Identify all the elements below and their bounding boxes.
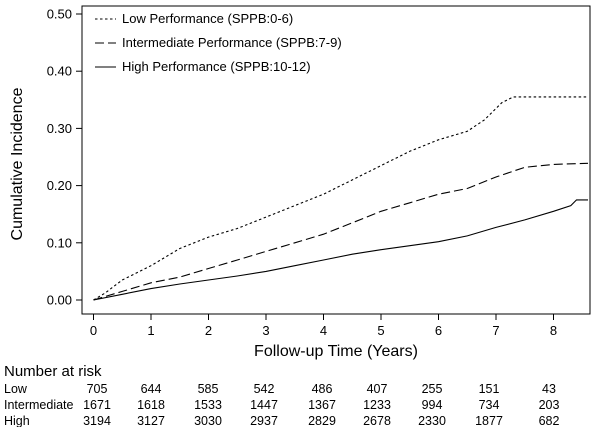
- risk-cell-value: 1877: [475, 414, 503, 427]
- risk-cell-value: 1533: [194, 398, 222, 412]
- y-axis-title: Cumulative Incidence: [9, 87, 26, 240]
- y-tick-label: 0.00: [47, 293, 72, 308]
- risk-row-label: Intermediate: [4, 398, 74, 412]
- x-tick-label: 6: [435, 323, 442, 338]
- x-axis-title: Follow-up Time (Years): [254, 343, 418, 360]
- x-tick-label: 2: [205, 323, 212, 338]
- risk-cell-value: 644: [141, 382, 162, 396]
- x-tick-label: 1: [147, 323, 154, 338]
- y-tick-label: 0.40: [47, 64, 72, 79]
- legend-label-3: High Performance (SPPB:10-12): [122, 59, 311, 74]
- series-line-3: [93, 199, 588, 301]
- risk-cell-value: 994: [422, 398, 443, 412]
- risk-cell-value: 1618: [137, 398, 165, 412]
- x-tick-label: 7: [492, 323, 499, 338]
- risk-cell-value: 705: [87, 382, 108, 396]
- risk-row-label: Low: [4, 382, 28, 396]
- risk-cell-value: 2330: [418, 414, 446, 427]
- risk-cell-value: 486: [312, 382, 333, 396]
- risk-cell-value: 734: [479, 398, 500, 412]
- risk-cell-value: 542: [254, 382, 275, 396]
- x-tick-label: 5: [377, 323, 384, 338]
- legend-label-2: Intermediate Performance (SPPB:7-9): [122, 35, 342, 50]
- x-tick-label: 3: [262, 323, 269, 338]
- risk-cell-value: 3194: [83, 414, 111, 427]
- y-tick-label: 0.30: [47, 121, 72, 136]
- risk-cell-value: 3127: [137, 414, 165, 427]
- x-tick-label: 4: [320, 323, 327, 338]
- risk-cell-value: 1233: [363, 398, 391, 412]
- y-tick-label: 0.50: [47, 7, 72, 22]
- y-tick-label: 0.20: [47, 178, 72, 193]
- risk-cell-value: 43: [542, 382, 556, 396]
- plot-frame: [81, 5, 591, 315]
- risk-cell-value: 2937: [250, 414, 278, 427]
- risk-cell-value: 151: [479, 382, 500, 396]
- risk-cell-value: 2678: [363, 414, 391, 427]
- risk-cell-value: 682: [539, 414, 560, 427]
- risk-row-label: High: [4, 414, 30, 427]
- risk-cell-value: 1671: [83, 398, 111, 412]
- risk-table-title: Number at risk: [4, 363, 102, 380]
- legend-label-1: Low Performance (SPPB:0-6): [122, 11, 293, 26]
- y-tick-label: 0.10: [47, 235, 72, 250]
- risk-cell-value: 1367: [308, 398, 336, 412]
- risk-cell-value: 3030: [194, 414, 222, 427]
- risk-cell-value: 585: [198, 382, 219, 396]
- risk-cell-value: 2829: [308, 414, 336, 427]
- risk-cell-value: 203: [539, 398, 560, 412]
- x-tick-label: 0: [90, 323, 97, 338]
- series-line-1: [93, 96, 588, 301]
- risk-cell-value: 407: [367, 382, 388, 396]
- series-line-2: [93, 162, 589, 301]
- risk-cell-value: 1447: [250, 398, 278, 412]
- risk-cell-value: 255: [422, 382, 443, 396]
- x-tick-label: 8: [550, 323, 557, 338]
